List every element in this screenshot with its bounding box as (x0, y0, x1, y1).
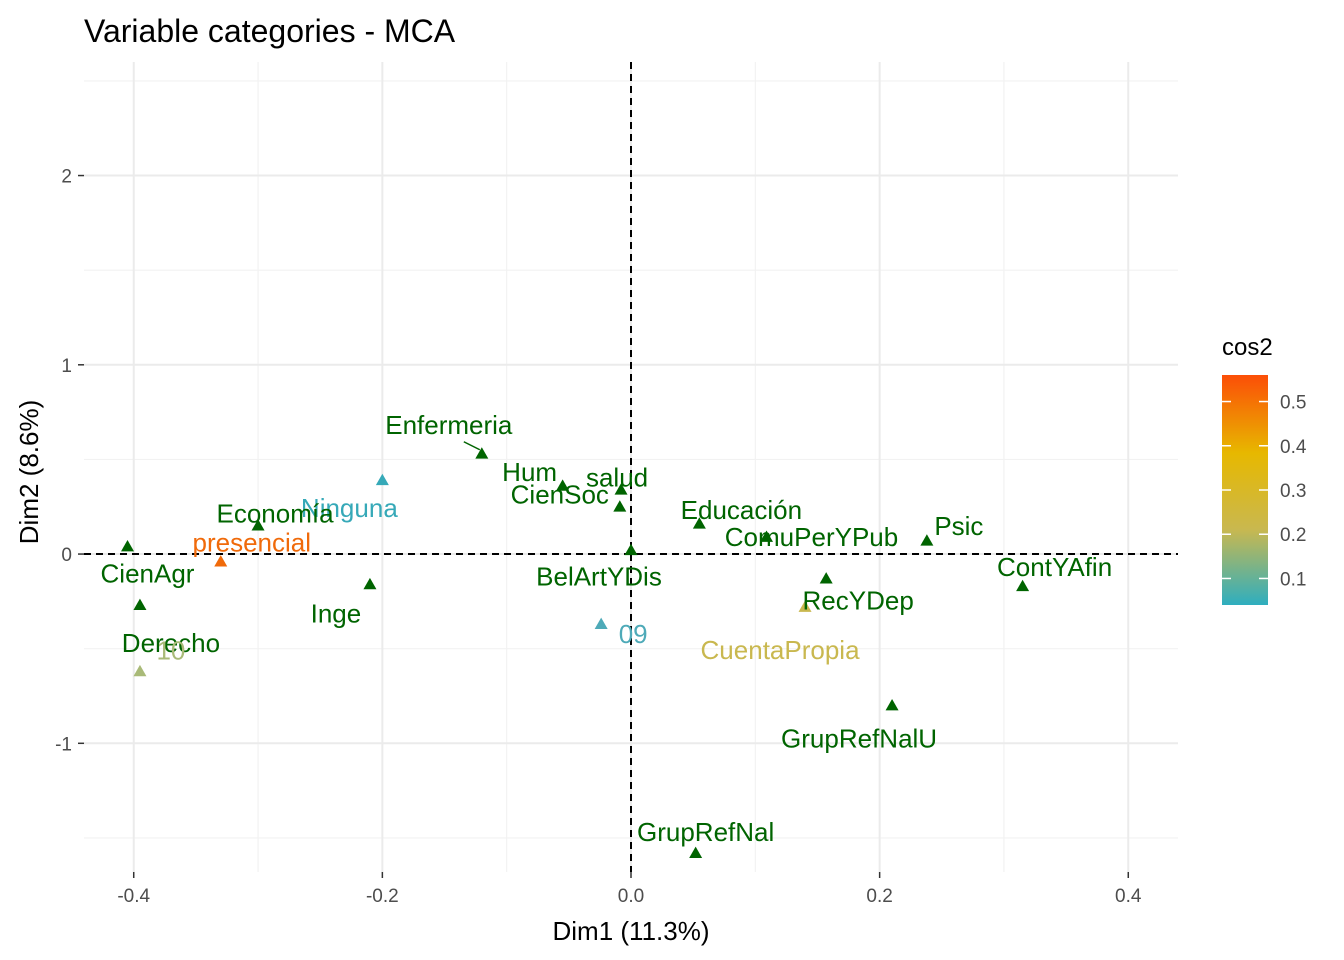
point-marker (819, 572, 833, 584)
point-marker (798, 600, 812, 612)
legend-tick-label: 0.3 (1280, 481, 1306, 502)
point-marker (920, 534, 934, 546)
point-label: CienSoc (511, 480, 609, 510)
chart-title: Variable categories - MCA (84, 13, 456, 49)
point-marker (121, 539, 135, 552)
point-label: CienAgr (101, 558, 195, 588)
point-label: ComuPerYPub (725, 522, 898, 552)
y-axis-title: Dim2 (8.6%) (14, 400, 44, 544)
x-tick-label: 0.2 (866, 886, 892, 907)
point-label: salud (586, 463, 648, 493)
x-axis: -0.4 -0.2 0.0 0.2 0.4 (117, 872, 1142, 907)
x-tick-label: -0.4 (117, 886, 150, 907)
point-marker (375, 473, 389, 486)
point-marker (214, 555, 228, 567)
point-label: Enfermeria (385, 410, 513, 440)
y-axis: -1 0 1 2 (55, 167, 84, 755)
point-marks (121, 447, 1030, 858)
label-leader-line (463, 441, 481, 451)
point-label: GrupRefNalU (781, 723, 937, 753)
point-label: Inge (311, 598, 362, 628)
point-marker (251, 519, 265, 531)
legend-tick-label: 0.2 (1280, 525, 1306, 546)
x-tick-label: -0.2 (366, 886, 399, 907)
point-marker (133, 598, 147, 611)
point-marker (475, 447, 489, 459)
point-label: BelArtYDis (536, 561, 662, 591)
point-marker (624, 543, 638, 556)
point-label: ContYAfin (997, 552, 1112, 582)
point-marker (363, 577, 377, 590)
point-label: Ninguna (301, 493, 398, 523)
legend-ticks: 0.1 0.2 0.3 0.4 0.5 (1222, 393, 1307, 590)
point-label: Hum (502, 457, 557, 487)
point-label: GrupRefNal (637, 817, 774, 847)
point-marker (760, 530, 774, 542)
legend-tick-label: 0.1 (1280, 569, 1306, 590)
point-label: CuentaPropia (701, 635, 861, 665)
y-tick-label: 0 (61, 545, 72, 566)
point-marker (556, 479, 570, 491)
point-marker (614, 483, 628, 495)
point-marker (594, 617, 608, 629)
point-label: Derecho (122, 628, 220, 658)
point-label: Educación (681, 495, 802, 525)
x-axis-title: Dim1 (11.3%) (552, 916, 709, 946)
point-label: 10 (156, 635, 185, 665)
x-tick-label: 0.0 (618, 886, 644, 907)
point-marker (692, 517, 706, 529)
legend-tick-label: 0.4 (1280, 437, 1307, 458)
y-tick-label: 1 (61, 356, 72, 377)
point-label: Psic (934, 511, 983, 541)
point-label: RecYDep (803, 586, 914, 616)
x-tick-label: 0.4 (1115, 886, 1142, 907)
point-label: 09 (619, 619, 648, 649)
point-marker (613, 500, 627, 512)
y-tick-label: -1 (55, 734, 72, 755)
point-marker (689, 846, 703, 858)
legend-title: cos2 (1222, 334, 1273, 361)
y-tick-label: 2 (61, 167, 72, 188)
point-label: Economía (217, 499, 335, 529)
legend-tick-label: 0.5 (1280, 393, 1306, 414)
color-legend: cos2 0.1 0.2 0.3 0.4 0.5 (1222, 334, 1307, 605)
point-marker (133, 664, 147, 677)
point-marker (1016, 579, 1030, 592)
point-label: presencial (192, 528, 311, 558)
point-marker (885, 698, 899, 711)
